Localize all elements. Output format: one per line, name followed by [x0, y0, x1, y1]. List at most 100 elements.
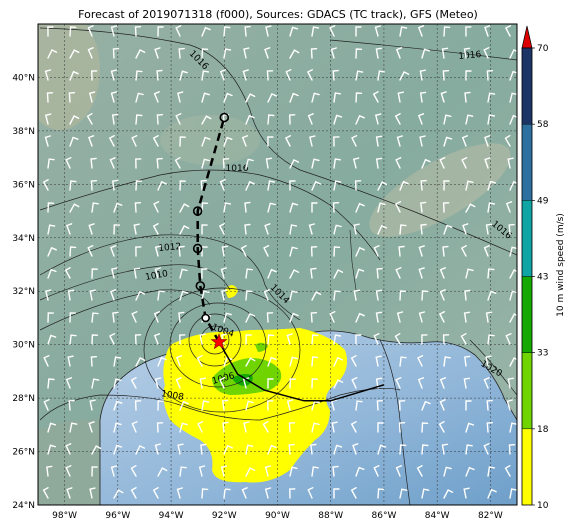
- wind-barb: [333, 334, 342, 345]
- colorbar-segment: [521, 47, 533, 125]
- wind-barb: [465, 422, 475, 433]
- wind-barb: [398, 400, 406, 411]
- wind-barb: [289, 312, 299, 323]
- wind-barb: [399, 71, 410, 81]
- wind-barb: [355, 114, 365, 125]
- wind-barb: [201, 48, 209, 59]
- wind-barb: [439, 399, 446, 411]
- wind-barb: [111, 267, 118, 279]
- wind-barb: [243, 47, 250, 59]
- wind-barb: [201, 224, 208, 235]
- wind-barb: [265, 25, 272, 37]
- wind-barb: [394, 113, 401, 125]
- wind-barb: [311, 422, 320, 433]
- wind-barb: [177, 443, 184, 455]
- wind-barb: [135, 246, 142, 257]
- wind-barb: [130, 377, 137, 389]
- wind-barb: [223, 136, 233, 147]
- lat-tick-label: 32°N: [12, 287, 35, 297]
- wind-barb: [311, 291, 322, 301]
- wind-barb: [417, 113, 425, 125]
- wind-barb: [90, 356, 98, 367]
- wind-barb: [355, 268, 365, 279]
- wind-barb: [398, 422, 406, 433]
- wind-barb: [245, 290, 253, 301]
- wind-barb: [152, 223, 159, 235]
- wind-barb: [509, 422, 517, 433]
- wind-barb: [284, 135, 292, 147]
- wind-barb: [69, 334, 77, 345]
- wind-barb: [90, 180, 98, 191]
- wind-barb: [485, 355, 492, 367]
- wind-barb: [175, 113, 182, 125]
- wind-barb: [289, 356, 298, 367]
- wind-barb: [288, 443, 295, 455]
- wind-barb: [352, 443, 359, 455]
- wind-barb: [399, 290, 407, 301]
- wind-barb: [375, 157, 383, 169]
- wind-zone-10-18: [163, 328, 348, 483]
- wind-barb: [353, 289, 361, 301]
- wind-barb: [483, 377, 490, 389]
- wind-barb: [464, 355, 471, 367]
- wind-barb: [113, 444, 123, 455]
- wind-barb: [244, 201, 251, 213]
- wind-barb: [311, 26, 320, 37]
- lake-outline: [349, 229, 357, 291]
- wind-barb: [484, 135, 491, 147]
- wind-barb: [509, 70, 517, 81]
- wind-barb: [220, 267, 227, 279]
- wind-barb: [285, 69, 292, 81]
- wind-barb: [311, 180, 321, 191]
- wind-barb: [286, 333, 293, 345]
- wind-barb: [201, 158, 210, 169]
- wind-barb: [154, 245, 162, 257]
- wind-barb: [311, 202, 318, 213]
- lat-tick-label: 26°N: [12, 448, 35, 458]
- wind-barb: [267, 114, 275, 125]
- wind-barb: [439, 157, 446, 169]
- wind-barb: [91, 334, 99, 345]
- wind-barb: [223, 202, 232, 213]
- wind-barb: [465, 400, 472, 411]
- wind-barb: [332, 465, 339, 477]
- wind-barb: [311, 158, 320, 169]
- wind-barb: [47, 444, 56, 455]
- wind-barb: [485, 223, 493, 235]
- wind-barb: [487, 202, 496, 213]
- wind-barb: [333, 269, 344, 279]
- colorbar-tick-label: 58: [537, 120, 549, 130]
- wind-barb: [266, 70, 274, 81]
- lon-tick-label: 84°W: [425, 511, 450, 521]
- wind-barb: [372, 91, 379, 103]
- wind-barb: [47, 158, 55, 169]
- wind-barb: [68, 399, 75, 411]
- wind-barb: [351, 135, 358, 147]
- wind-barb: [507, 377, 514, 389]
- wind-barb: [199, 333, 206, 345]
- wind-barb: [463, 377, 470, 389]
- wind-barb: [152, 135, 159, 147]
- wind-barb: [221, 399, 229, 411]
- wind-barb: [333, 379, 344, 389]
- wind-barb: [442, 245, 449, 257]
- colorbar-tick-labels: 10 18 33 43 49 58 70: [532, 44, 549, 511]
- wind-barb: [373, 245, 380, 257]
- wind-barb: [419, 135, 426, 147]
- wind-barb: [267, 356, 277, 367]
- wind-barb: [219, 377, 226, 389]
- wind-barb: [333, 246, 341, 257]
- wind-barb: [504, 465, 511, 477]
- wind-barb: [266, 400, 274, 411]
- wind-barb: [311, 466, 319, 477]
- wind-barb: [333, 290, 341, 301]
- wind-barb: [135, 158, 142, 169]
- wind-barb: [509, 488, 517, 499]
- wind-barb: [264, 223, 271, 235]
- wind-barb: [154, 47, 161, 59]
- wind-barb: [289, 488, 296, 499]
- isobar-label: 1008: [160, 389, 185, 403]
- colorbar-extend-arrow: [521, 25, 533, 49]
- wind-barb: [311, 92, 320, 103]
